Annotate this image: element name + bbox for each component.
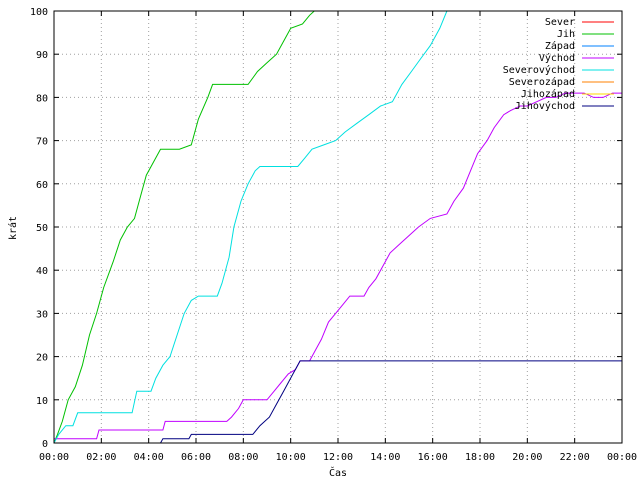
legend-label: Severozápad — [509, 76, 575, 88]
y-tick-label: 100 — [30, 7, 48, 18]
x-tick-label: 16:00 — [418, 452, 448, 463]
series-line — [53, 10, 448, 444]
y-tick-label: 90 — [36, 50, 48, 61]
series-lines — [53, 10, 622, 444]
x-tick-label: 22:00 — [560, 452, 590, 463]
x-tick-label: 00:00 — [39, 452, 69, 463]
legend-label: Západ — [545, 40, 575, 52]
x-tick-label: 12:00 — [323, 452, 353, 463]
legend-label: Jih — [557, 29, 575, 40]
y-tick-label: 50 — [36, 223, 48, 234]
x-tick-label: 04:00 — [134, 452, 164, 463]
x-tick-label: 00:00 — [607, 452, 637, 463]
series-line — [54, 92, 622, 440]
series-line — [53, 10, 315, 444]
legend: SeverJihZápadVýchodSeverovýchodSeverozáp… — [503, 17, 614, 112]
x-tick-label: 08:00 — [228, 452, 258, 463]
legend-label: Jihovýchod — [515, 100, 575, 112]
y-tick-label: 10 — [36, 396, 48, 407]
x-tick-label: 06:00 — [181, 452, 211, 463]
y-tick-label: 30 — [36, 309, 48, 320]
y-tick-label: 40 — [36, 266, 48, 277]
y-tick-label: 20 — [36, 353, 48, 364]
x-tick-label: 10:00 — [276, 452, 306, 463]
x-tick-label: 18:00 — [465, 452, 495, 463]
y-tick-labels: 0 10 20 30 40 50 60 70 80 90 100 — [30, 7, 48, 450]
x-tick-label: 02:00 — [86, 452, 116, 463]
legend-label: Jihozápad — [521, 88, 575, 100]
y-tick-label: 80 — [36, 93, 48, 104]
x-tick-labels: 00:00 02:00 04:00 06:00 08:00 10:00 12:00 14:00… — [39, 452, 637, 463]
y-tick-label: 70 — [36, 137, 48, 148]
y-tick-label: 0 — [42, 439, 48, 450]
y-axis-label: krát — [7, 216, 19, 240]
tick-marks — [53, 10, 623, 444]
x-axis-label: Čas — [329, 466, 347, 479]
x-tick-label: 20:00 — [512, 452, 542, 463]
legend-label: Východ — [539, 52, 575, 64]
series-line — [160, 360, 622, 444]
legend-label: Sever — [545, 17, 575, 28]
x-tick-label: 14:00 — [370, 452, 400, 463]
y-tick-label: 60 — [36, 180, 48, 191]
legend-label: Severovýchod — [503, 64, 575, 76]
